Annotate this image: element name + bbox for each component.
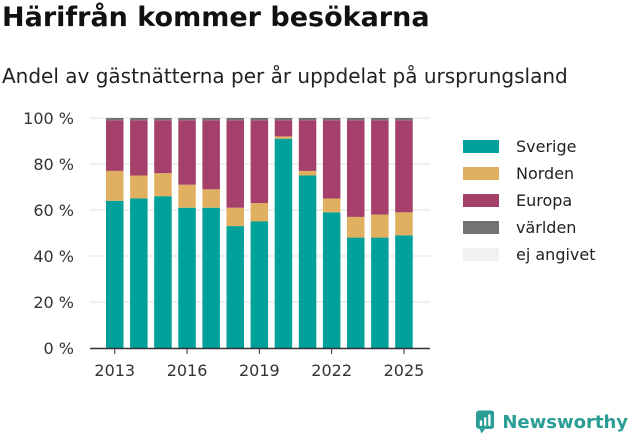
bar-segment bbox=[274, 120, 293, 137]
bar-segment bbox=[130, 198, 148, 348]
newsworthy-logo-icon bbox=[476, 410, 495, 434]
bar-segment bbox=[202, 189, 220, 208]
legend-label: Europa bbox=[516, 191, 572, 210]
bar-segment bbox=[395, 235, 413, 348]
bar-segment bbox=[250, 203, 269, 222]
y-tick-label: 40 % bbox=[33, 247, 74, 266]
bar-segment bbox=[154, 173, 172, 197]
legend-swatch bbox=[463, 194, 499, 207]
legend-swatch bbox=[463, 248, 499, 261]
legend-label: Norden bbox=[516, 164, 574, 183]
bar-segment bbox=[178, 184, 196, 208]
y-tick-label: 60 % bbox=[33, 201, 74, 220]
x-tick-label: 2013 bbox=[94, 361, 135, 380]
y-tick-label: 80 % bbox=[33, 155, 74, 174]
bar-segment bbox=[178, 207, 196, 348]
brand-logo: Newsworthy bbox=[476, 406, 628, 438]
bar-segment bbox=[202, 120, 220, 190]
x-tick-label: 2016 bbox=[167, 361, 208, 380]
brand-name: Newsworthy bbox=[502, 411, 628, 433]
bar-segment bbox=[322, 120, 341, 199]
bar-segment bbox=[178, 118, 196, 121]
bar-segment bbox=[178, 120, 196, 185]
bar-segment bbox=[347, 120, 365, 217]
bar-segment bbox=[322, 118, 341, 121]
bar-segment bbox=[298, 118, 317, 121]
bar-segment bbox=[202, 118, 220, 121]
bar-segment bbox=[347, 216, 365, 238]
bar-segment bbox=[106, 120, 124, 171]
legend-swatch bbox=[463, 140, 499, 153]
bar-segment bbox=[371, 214, 389, 238]
bar-segment bbox=[274, 118, 293, 121]
chart-subtitle: Andel av gästnätterna per år uppdelat på… bbox=[2, 64, 568, 88]
bar-segment bbox=[154, 196, 172, 348]
bar-segment bbox=[298, 120, 317, 171]
bar-segment bbox=[371, 237, 389, 348]
bar-segment bbox=[154, 118, 172, 121]
bar-segment bbox=[106, 118, 124, 121]
bar-segment bbox=[130, 175, 148, 199]
y-tick-label: 0 % bbox=[44, 339, 74, 358]
y-tick-label: 100 % bbox=[23, 109, 74, 128]
legend-swatch bbox=[463, 221, 499, 234]
bar-segment bbox=[250, 221, 269, 348]
legend-swatch bbox=[463, 167, 499, 180]
bar-segment bbox=[371, 120, 389, 215]
bar-segment bbox=[298, 175, 317, 348]
x-axis-labels: 2013 2016 2019 2022 2025 bbox=[94, 348, 424, 380]
bar-segment bbox=[130, 120, 148, 176]
bars bbox=[106, 118, 413, 348]
bar-segment bbox=[322, 212, 341, 348]
bar-segment bbox=[347, 118, 365, 121]
bar-segment bbox=[274, 138, 293, 348]
bar-segment bbox=[322, 198, 341, 213]
bar-segment bbox=[395, 120, 413, 213]
bar-segment bbox=[395, 118, 413, 121]
bar-segment bbox=[298, 170, 317, 176]
legend-label: ej angivet bbox=[516, 245, 596, 264]
bar-segment bbox=[226, 226, 244, 348]
bar-segment bbox=[106, 170, 124, 201]
stacked-bar-chart: 0 % 20 % 40 % 60 % 80 % 100 % 2013 2016 2019 202… bbox=[23, 109, 596, 380]
bar-segment bbox=[226, 207, 244, 227]
bar-segment bbox=[250, 118, 269, 121]
legend-label: Sverige bbox=[516, 137, 577, 156]
legend: Sverige Norden Europa världen ej angivet bbox=[463, 137, 596, 264]
bar-segment bbox=[226, 120, 244, 208]
y-tick-label: 20 % bbox=[33, 293, 74, 312]
legend-label: världen bbox=[516, 218, 576, 237]
bar-segment bbox=[130, 118, 148, 121]
chart-title: Härifrån kommer besökarna bbox=[2, 2, 430, 33]
bar-segment bbox=[274, 136, 293, 139]
bar-segment bbox=[154, 120, 172, 174]
bar-segment bbox=[226, 118, 244, 121]
bar-segment bbox=[395, 212, 413, 236]
y-axis-labels: 0 % 20 % 40 % 60 % 80 % 100 % bbox=[23, 109, 74, 358]
bar-segment bbox=[347, 237, 365, 348]
bar-segment bbox=[371, 118, 389, 121]
bar-segment bbox=[250, 120, 269, 204]
bar-segment bbox=[202, 207, 220, 348]
bar-segment bbox=[106, 200, 124, 348]
x-tick-label: 2022 bbox=[311, 361, 352, 380]
x-tick-label: 2025 bbox=[384, 361, 425, 380]
x-tick-label: 2019 bbox=[239, 361, 280, 380]
